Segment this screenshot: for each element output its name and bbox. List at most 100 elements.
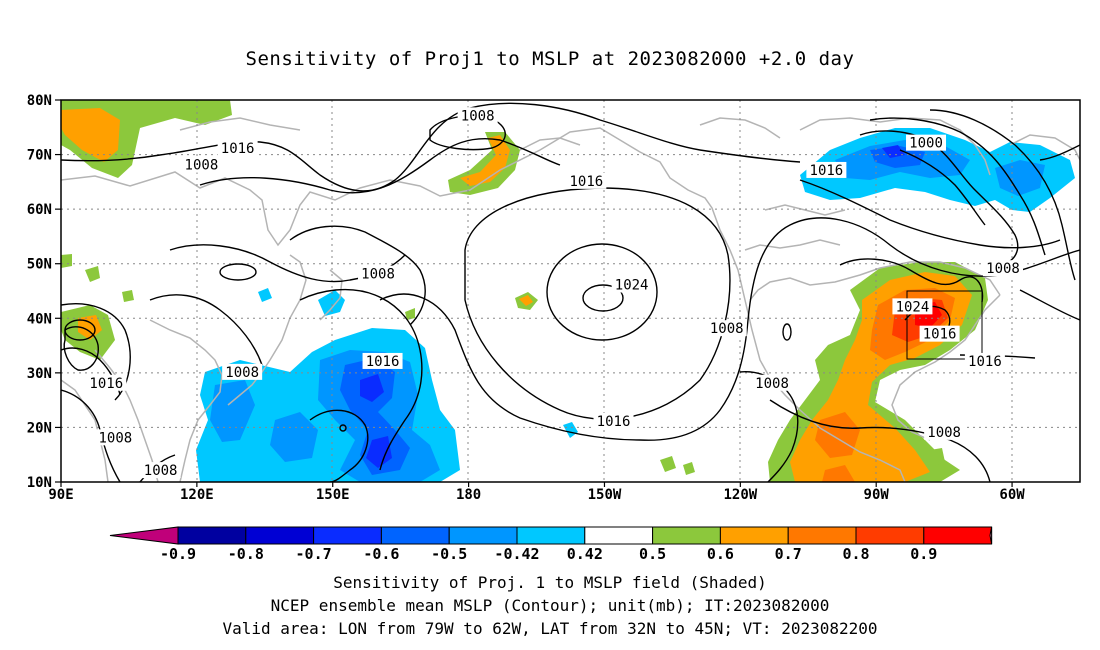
contour-label-bg	[983, 260, 1024, 277]
contour-1016-westpac	[299, 288, 423, 471]
lat-tick-label: 20N	[27, 420, 52, 436]
lat-tick-label: 10N	[27, 475, 52, 491]
shade-blob-pacific-small-orange	[519, 295, 533, 306]
contour-label-bg	[593, 412, 634, 429]
contour-label-bg	[95, 429, 136, 446]
colorbar-swatch	[923, 526, 993, 545]
colorbar-tick-label: -0.6	[363, 545, 399, 563]
lon-tick-label: 90W	[864, 487, 890, 503]
colorbar-tick-label: 0.6	[707, 545, 734, 563]
contour-1008-central	[289, 225, 426, 326]
shade-blob-japan	[258, 288, 345, 316]
lat-tick-label: 80N	[27, 93, 52, 109]
contour-label: 1016	[597, 414, 631, 430]
contour-label: 1008	[98, 430, 132, 446]
colorbar-swatch	[787, 526, 857, 545]
lat-tick-label: 50N	[27, 257, 52, 273]
contour-label: 1008	[361, 267, 395, 283]
contour-1008-greenland	[799, 179, 1061, 249]
contour-label: 1024	[896, 299, 930, 315]
colorbar-swatch	[719, 526, 789, 545]
contour-label-bg	[752, 374, 793, 391]
contour-label: 1024	[615, 278, 649, 294]
plot-frame	[60, 99, 1081, 483]
lat-tick-label: 40N	[27, 311, 52, 327]
mslp-contours	[61, 102, 1080, 482]
contour-ring-1	[219, 263, 257, 281]
contour-label-bg	[222, 363, 263, 380]
contour-1000-greenland	[859, 130, 1019, 266]
lat-tick-label: 60N	[27, 202, 52, 218]
contour-label-bg	[892, 298, 933, 315]
shade-blob-west-pacific-strong	[340, 358, 410, 475]
contour-far-east-2	[1019, 289, 1080, 321]
contour-high-1024-inner	[582, 284, 624, 312]
contour-1016-arctic	[61, 102, 801, 192]
contour-label: 1000	[909, 136, 943, 152]
shade-blob-west-pacific-max	[360, 374, 392, 468]
contour-label: 1008	[461, 108, 495, 124]
contour-dot	[339, 424, 347, 432]
shade-blob-greenland-strong	[870, 146, 925, 168]
contour-1008-asia	[149, 294, 263, 366]
lon-tick-label: 150E	[316, 487, 350, 503]
contour-far-east-1	[1039, 144, 1080, 161]
contour-1016-pacific	[379, 217, 1080, 441]
colorbar-right-arrow	[989, 526, 993, 545]
contour-labels: 1008 1016 1008 1016 1016 1000 1024 1008 1008 1024…	[86, 107, 1024, 479]
contour-label-bg	[457, 107, 498, 124]
colorbar: -0.9 -0.8 -0.7 -0.6 -0.5 -0.42 0.42 0.5 0.6 0.7 0.…	[109, 526, 993, 563]
contour-label: 1016	[366, 354, 400, 370]
longitude-tick-labels: 90E 120E 150E 180 150W 120W 90W 60W	[48, 482, 1025, 503]
shade-blob-greenland-max	[882, 145, 905, 158]
colorbar-swatch	[652, 526, 721, 545]
colorbar-left-arrow	[109, 526, 179, 545]
contour-label-bg	[924, 423, 965, 440]
colorbar-swatch	[380, 526, 450, 545]
contour-label-bg	[358, 265, 399, 282]
contour-label: 1016	[569, 174, 603, 190]
contour-label-bg	[566, 172, 607, 189]
lon-tick-label: 120W	[723, 487, 757, 503]
contour-high-1024	[546, 243, 658, 341]
colorbar-tick-label: -0.8	[228, 545, 264, 563]
contour-ring-2	[64, 319, 96, 341]
colorbar-tick-label: 0.5	[639, 545, 666, 563]
contour-label: 1008	[185, 157, 219, 173]
contour-label: 1016	[923, 327, 957, 343]
contour-label-bg	[362, 352, 403, 369]
contour-label: 1008	[144, 463, 178, 479]
lon-tick-label: 120E	[180, 487, 214, 503]
contour-1008-lowA	[429, 115, 506, 151]
colorbar-swatch	[313, 526, 382, 545]
contour-label: 1008	[986, 261, 1020, 277]
contour-label: 1008	[927, 425, 961, 441]
colorbar-tick-label: 0.8	[842, 545, 869, 563]
shade-blob-arctic-west-orange	[61, 108, 120, 162]
lon-tick-label: 180	[456, 487, 481, 503]
contour-label-bg	[86, 374, 127, 391]
colorbar-tick-label: -0.7	[296, 545, 332, 563]
colorbar-tick-label: -0.5	[431, 545, 467, 563]
colorbar-swatch	[855, 526, 925, 545]
contour-label-bg	[217, 140, 258, 157]
contour-greenland-2	[869, 117, 1046, 256]
colorbar-tick-label: 0.9	[910, 545, 937, 563]
colorbar-tick-label: 0.42	[567, 545, 603, 563]
footer-line-shaded: Sensitivity of Proj. 1 to MSLP field (Sh…	[333, 573, 767, 592]
contour-label-bg	[140, 462, 181, 479]
contour-sw-curl	[309, 409, 369, 482]
contour-1008-north	[199, 138, 561, 194]
colorbar-tick-label: -0.9	[160, 545, 196, 563]
shade-blob-caribbean	[660, 448, 945, 475]
shade-blob-bering-orange	[460, 135, 510, 186]
lat-tick-label: 70N	[27, 148, 52, 164]
contour-east-small	[782, 323, 792, 341]
lon-tick-label: 150W	[588, 487, 622, 503]
shade-blob-bering	[448, 132, 520, 195]
contour-1024-east	[839, 258, 984, 303]
footer-line-contour: NCEP ensemble mean MSLP (Contour); unit(…	[270, 596, 830, 615]
lat-tick-label: 30N	[27, 366, 52, 382]
contour-label-bg	[964, 352, 1005, 369]
